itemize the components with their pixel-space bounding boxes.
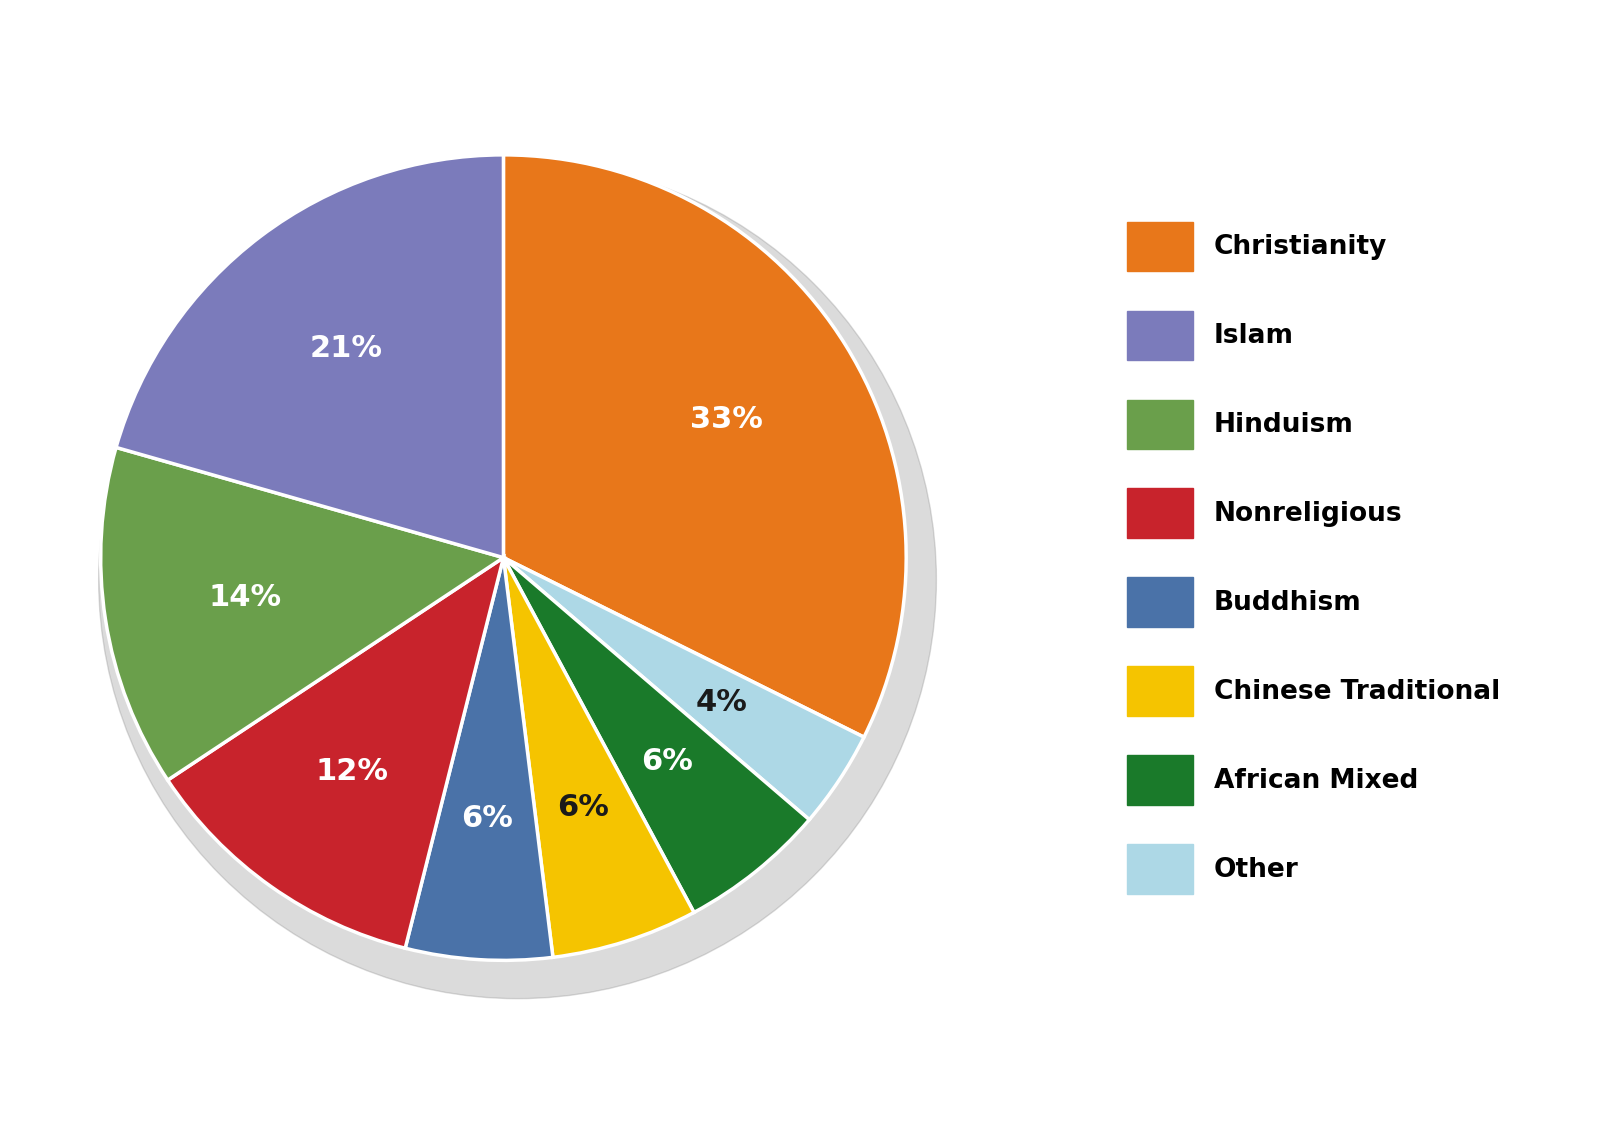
Wedge shape (503, 558, 693, 957)
Legend: Christianity, Islam, Hinduism, Nonreligious, Buddhism, Chinese Traditional, Afri: Christianity, Islam, Hinduism, Nonreligi… (1100, 196, 1526, 920)
Text: 33%: 33% (690, 405, 761, 435)
Text: 6%: 6% (461, 805, 513, 833)
Ellipse shape (99, 160, 936, 999)
Text: 6%: 6% (557, 792, 609, 822)
Wedge shape (101, 447, 503, 780)
Text: 12%: 12% (315, 757, 388, 786)
Wedge shape (115, 155, 503, 558)
Text: 4%: 4% (695, 687, 747, 717)
Text: 21%: 21% (308, 335, 381, 363)
Wedge shape (503, 558, 863, 819)
Wedge shape (503, 155, 906, 737)
Wedge shape (167, 558, 503, 948)
Text: 6%: 6% (641, 747, 693, 776)
Wedge shape (503, 558, 808, 913)
Text: 14%: 14% (208, 584, 281, 612)
Wedge shape (406, 558, 552, 960)
